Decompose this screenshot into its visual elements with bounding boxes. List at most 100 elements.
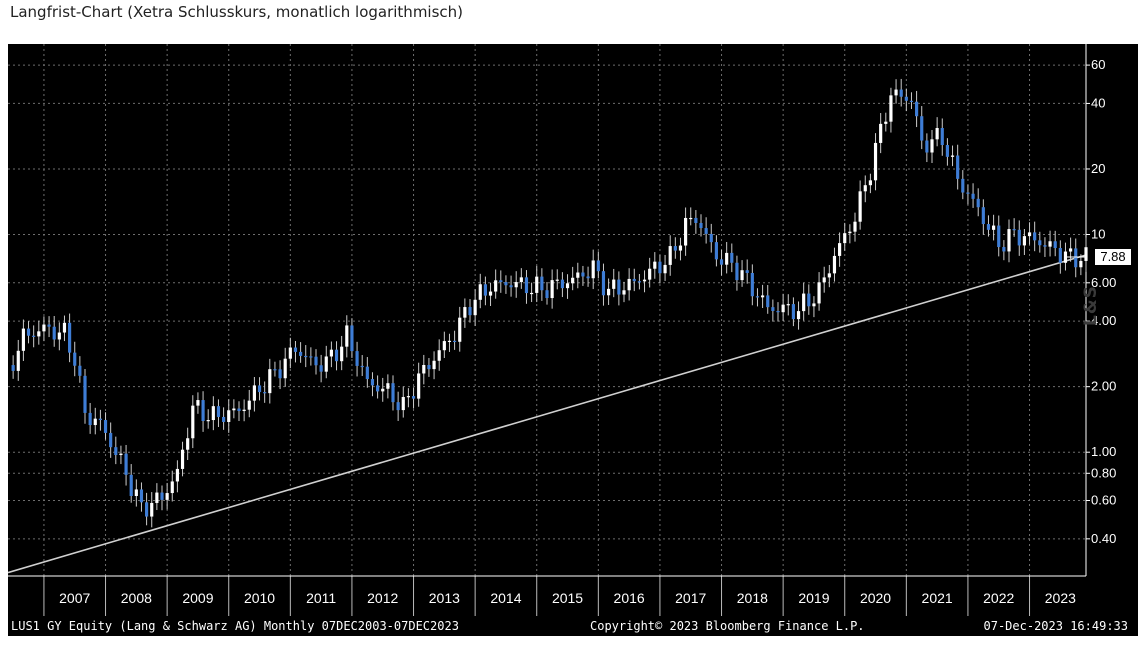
candle-body: [119, 453, 123, 456]
candle-body: [488, 291, 493, 296]
candle-body: [237, 408, 241, 412]
candle-body: [761, 295, 765, 298]
candle-body: [796, 311, 801, 320]
candle-body: [263, 392, 267, 394]
candle-body: [612, 279, 616, 289]
candle-body: [150, 502, 154, 517]
candle-body: [673, 246, 677, 251]
candle-body: [648, 268, 652, 280]
candle-body: [201, 400, 205, 422]
candle-body: [576, 272, 580, 278]
candle-body: [514, 282, 518, 288]
candle-body: [1012, 229, 1016, 231]
candle-body: [155, 492, 159, 503]
candle-body: [956, 155, 960, 179]
candle-body: [550, 280, 554, 299]
candle-body: [617, 279, 621, 295]
candle-body: [232, 408, 236, 411]
x-tick-label: 2018: [737, 590, 768, 606]
candle-body: [458, 317, 462, 342]
candle-body: [530, 292, 534, 295]
candle-body: [909, 100, 914, 102]
candle-body: [299, 351, 303, 356]
candle-body: [257, 385, 262, 393]
candle-body: [791, 304, 795, 320]
candle-body: [730, 252, 734, 263]
candle-body: [278, 369, 282, 379]
candle-body: [1002, 247, 1006, 252]
candle-body: [1069, 248, 1073, 252]
x-tick-label: 2012: [367, 590, 398, 606]
candle-body: [109, 432, 113, 448]
candle-body: [334, 349, 339, 362]
candle-body: [940, 128, 944, 146]
watermark-logo: L&S: [1081, 285, 1101, 326]
candle-body: [992, 225, 996, 230]
y-tick-label: 40: [1091, 95, 1105, 110]
candle-body: [817, 282, 821, 304]
candle-body: [355, 351, 359, 366]
candle-body: [601, 271, 606, 296]
x-tick-label: 2015: [552, 590, 583, 606]
candle-body: [524, 277, 529, 294]
candle-body: [314, 356, 318, 366]
candle-body: [1007, 229, 1011, 252]
candle-body: [401, 396, 405, 411]
candle-body: [329, 349, 333, 357]
candle-body: [997, 225, 1001, 248]
x-tick-label: 2007: [59, 590, 90, 606]
candle-body: [622, 290, 626, 295]
candle-body: [21, 328, 25, 351]
candle-body: [591, 260, 595, 279]
x-tick-label: 2013: [429, 590, 460, 606]
candle-body: [868, 180, 872, 186]
candle-body: [252, 385, 256, 401]
x-tick-label: 2009: [182, 590, 213, 606]
candle-body: [47, 324, 51, 327]
candle-body: [57, 332, 61, 340]
candle-body: [293, 347, 298, 352]
candle-body: [196, 400, 200, 406]
candle-body: [637, 281, 641, 283]
candle-body: [689, 217, 693, 220]
candle-body: [478, 284, 482, 300]
candle-body: [873, 142, 878, 181]
candle-body: [663, 264, 667, 274]
footer-timestamp: 07-Dec-2023 16:49:33: [983, 619, 1129, 633]
x-tick-label: 2011: [306, 590, 336, 606]
candle-body: [268, 369, 272, 394]
candle-body: [925, 140, 929, 153]
candle-body: [88, 412, 92, 426]
candle-body: [437, 350, 441, 361]
candle-body: [627, 278, 631, 291]
candle-body: [453, 340, 457, 343]
candle-body: [853, 221, 857, 232]
candle-body: [504, 282, 508, 286]
candle-body: [889, 95, 893, 122]
candle-body: [802, 293, 806, 312]
candle-body: [961, 178, 965, 193]
candle-body: [447, 340, 452, 343]
candle-body: [725, 252, 729, 265]
candle-body: [186, 438, 190, 450]
y-tick-label: 20: [1091, 161, 1105, 176]
candle-body: [442, 341, 446, 351]
candle-body: [432, 360, 436, 370]
candle-body: [832, 255, 837, 274]
candle-body: [93, 418, 97, 426]
y-tick-label: 4.00: [1091, 313, 1116, 328]
candle-body: [653, 261, 657, 269]
candle-body: [904, 96, 908, 101]
candle-body: [540, 276, 544, 291]
candle-body: [422, 364, 426, 374]
candle-body: [381, 388, 385, 392]
candle-body: [812, 303, 816, 307]
candle-body: [145, 502, 149, 517]
candle-body: [68, 322, 72, 353]
candle-body: [976, 198, 980, 208]
candle-body: [786, 304, 790, 306]
candle-body: [124, 453, 128, 475]
candle-body: [519, 277, 523, 283]
y-tick-label: 10: [1091, 227, 1105, 242]
candle-body: [781, 304, 785, 313]
